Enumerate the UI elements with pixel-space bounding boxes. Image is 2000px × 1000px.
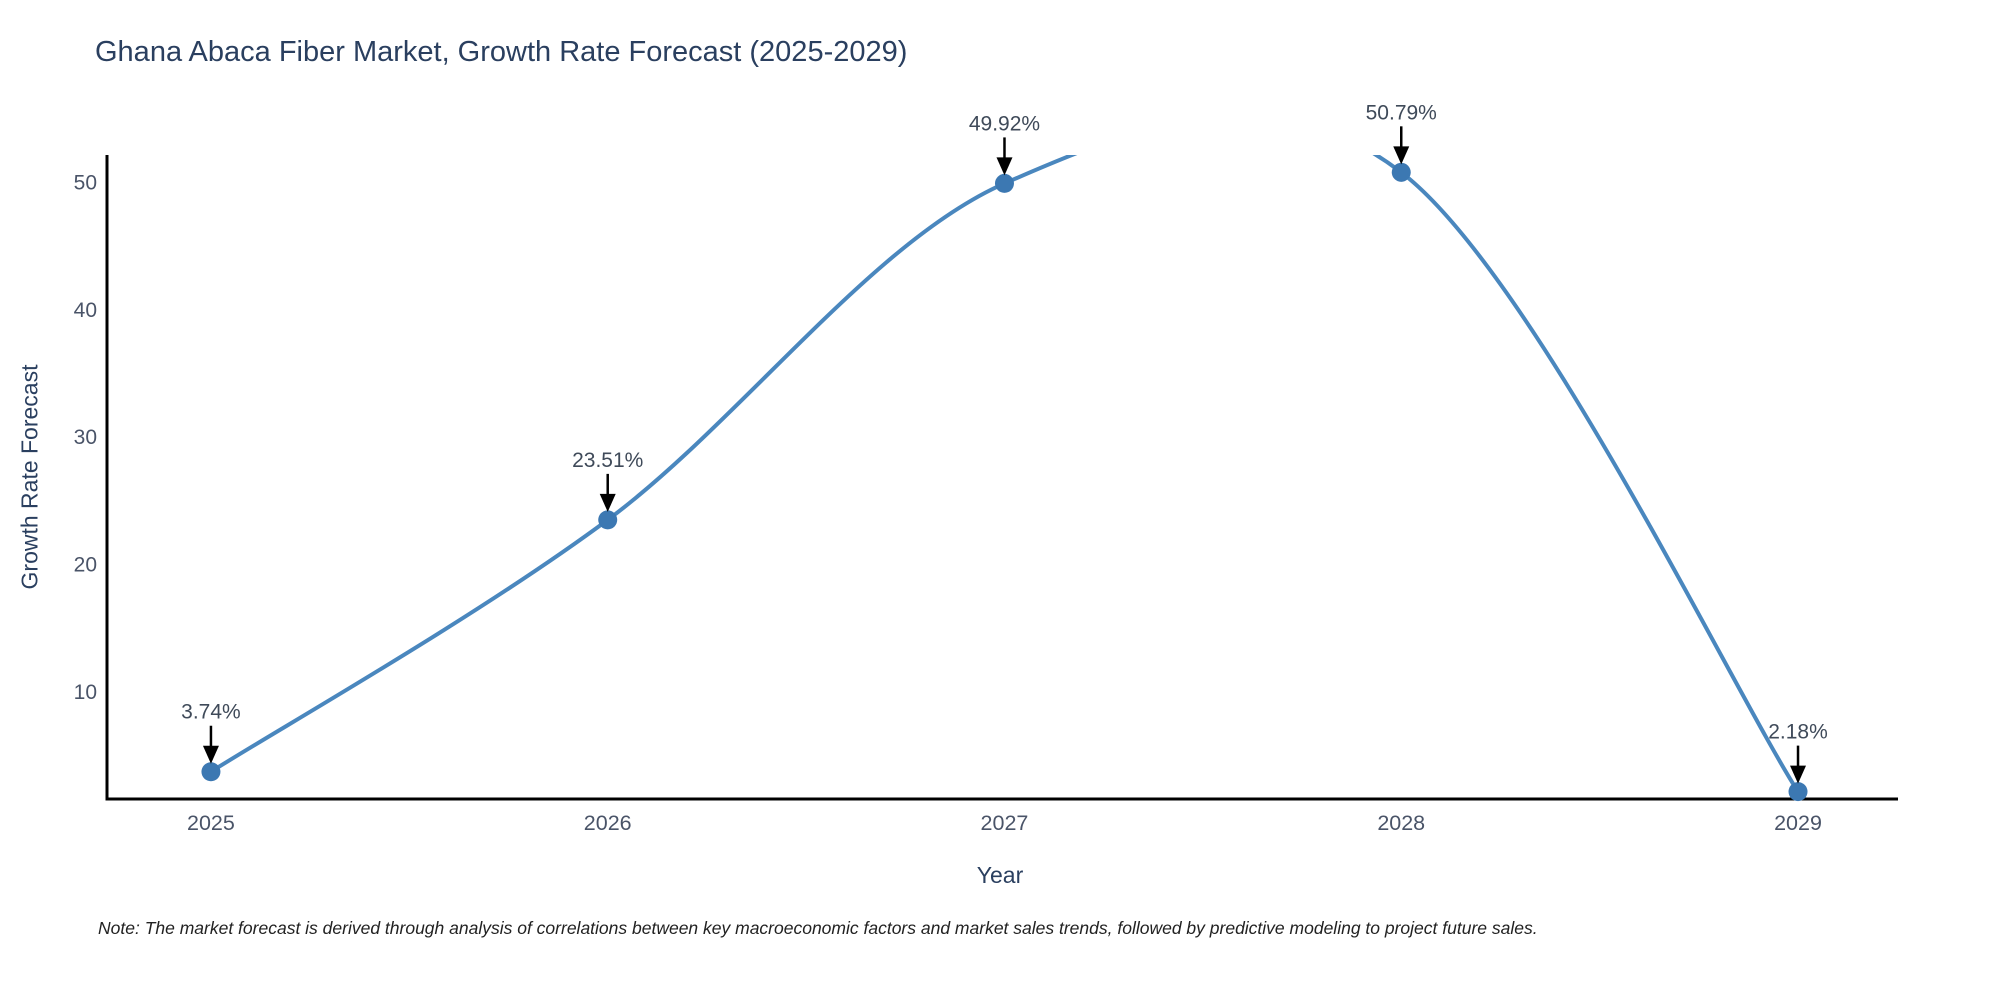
y-tick-label-40: 40 bbox=[74, 299, 97, 322]
y-tick-label-20: 20 bbox=[74, 554, 97, 577]
chart-title: Ghana Abaca Fiber Market, Growth Rate Fo… bbox=[95, 36, 908, 68]
y-tick-label-50: 50 bbox=[74, 171, 97, 194]
y-tick-label-10: 10 bbox=[74, 681, 97, 704]
x-tick-label-2026: 2026 bbox=[584, 811, 632, 835]
annotation-label-2026: 23.51% bbox=[572, 449, 643, 472]
data-point-2025[interactable] bbox=[201, 762, 221, 782]
data-point-2028[interactable] bbox=[1391, 162, 1411, 182]
annotation-arrowhead-2029 bbox=[1790, 765, 1807, 784]
y-tick-label-30: 30 bbox=[74, 426, 97, 449]
x-tick-label-2028: 2028 bbox=[1377, 811, 1425, 835]
annotation-label-2025: 3.74% bbox=[181, 701, 241, 724]
annotation-label-2028: 50.79% bbox=[1366, 101, 1437, 124]
annotation-arrowhead-2027 bbox=[996, 157, 1013, 176]
x-tick-label-2025: 2025 bbox=[187, 811, 235, 835]
x-tick-label-2029: 2029 bbox=[1774, 811, 1822, 835]
annotation-arrowhead-2025 bbox=[202, 745, 219, 764]
data-point-2027[interactable] bbox=[994, 173, 1014, 193]
x-tick-label-2027: 2027 bbox=[981, 811, 1029, 835]
annotation-label-2029: 2.18% bbox=[1768, 721, 1828, 744]
x-axis-title: Year bbox=[976, 862, 1024, 888]
annotation-arrowhead-2028 bbox=[1393, 146, 1410, 165]
annotation-label-2027: 49.92% bbox=[969, 112, 1040, 135]
data-point-2029[interactable] bbox=[1788, 782, 1808, 802]
trend-line[interactable] bbox=[209, 116, 1800, 793]
data-point-2026[interactable] bbox=[598, 510, 618, 530]
annotation-arrowhead-2026 bbox=[599, 493, 616, 512]
footnote: Note: The market forecast is derived thr… bbox=[98, 918, 1538, 938]
